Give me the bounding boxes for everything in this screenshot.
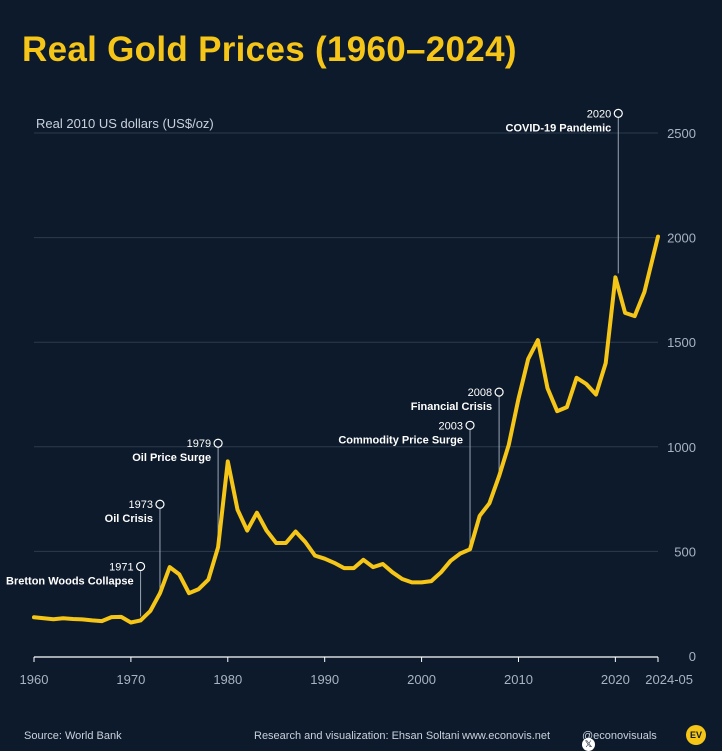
annotation-label: Financial Crisis xyxy=(411,401,492,413)
annotation-marker xyxy=(155,499,165,509)
credit-text: Research and visualization: Ehsan Soltan… xyxy=(254,730,460,742)
gold-price-line xyxy=(32,234,660,625)
annotation-year: 2008 xyxy=(468,387,492,399)
event-annotations: 1971 Bretton Woods Collapse 1973 Oil Crisis… xyxy=(6,108,623,617)
gold-price-chart: 0 500 1000 1500 2000 2500 1960 1970 1980 1990 200… xyxy=(6,108,696,687)
website-link[interactable]: www.econovis.net xyxy=(462,730,551,742)
annotation-marker xyxy=(135,561,146,572)
y-axis-label: Real 2010 US dollars (US$/oz) xyxy=(36,116,214,131)
annotation-marker xyxy=(494,387,504,397)
y-tick-label: 1000 xyxy=(667,440,696,455)
annotation-year: 1971 xyxy=(109,561,133,573)
chart-title: Real Gold Prices (1960–2024) xyxy=(22,30,517,69)
annotation-label: Oil Crisis xyxy=(105,513,153,525)
source-text: Source: World Bank xyxy=(24,730,122,742)
annotation-year: 1973 xyxy=(128,499,152,511)
social-handle-text: @econovisuals xyxy=(582,730,657,742)
footer: Source: World Bank Research and visualiz… xyxy=(0,722,722,751)
x-tick-label: 2020 xyxy=(601,672,630,687)
y-tick-label: 0 xyxy=(689,649,696,664)
x-tick-label: 1980 xyxy=(213,672,242,687)
econovis-logo: EV xyxy=(686,725,706,745)
x-tick-label: 1970 xyxy=(116,672,145,687)
x-tick-label: 1990 xyxy=(310,672,339,687)
x-tick-label: 1960 xyxy=(20,672,49,687)
social-handle[interactable]: 𝕏 @econovisuals xyxy=(582,730,657,751)
annotation-year: 2003 xyxy=(439,420,463,432)
y-tick-label: 500 xyxy=(674,544,696,559)
y-tick-label: 2500 xyxy=(667,126,696,141)
y-tick-label: 2000 xyxy=(667,231,696,246)
x-tick-label: 2000 xyxy=(407,672,436,687)
annotation-marker xyxy=(613,108,623,118)
annotation-marker xyxy=(213,438,223,448)
annotation-year: 1979 xyxy=(187,438,211,450)
x-tick-label: 2010 xyxy=(504,672,533,687)
gridlines xyxy=(34,132,658,552)
y-tick-label: 1500 xyxy=(667,335,696,350)
x-axis: 1960 1970 1980 1990 2000 2010 2020 2024-05 xyxy=(20,656,693,687)
y-axis: 0 500 1000 1500 2000 2500 xyxy=(667,126,696,664)
annotation-label: Bretton Woods Collapse xyxy=(6,575,134,587)
annotation-year: 2020 xyxy=(587,108,611,120)
annotation-label: Oil Price Surge xyxy=(132,452,211,464)
annotation-label: COVID-19 Pandemic xyxy=(506,122,612,134)
x-logo-icon: 𝕏 xyxy=(582,738,595,751)
x-end-label: 2024-05 xyxy=(645,672,693,687)
annotation-label: Commodity Price Surge xyxy=(338,434,463,446)
annotation-marker xyxy=(465,420,475,430)
